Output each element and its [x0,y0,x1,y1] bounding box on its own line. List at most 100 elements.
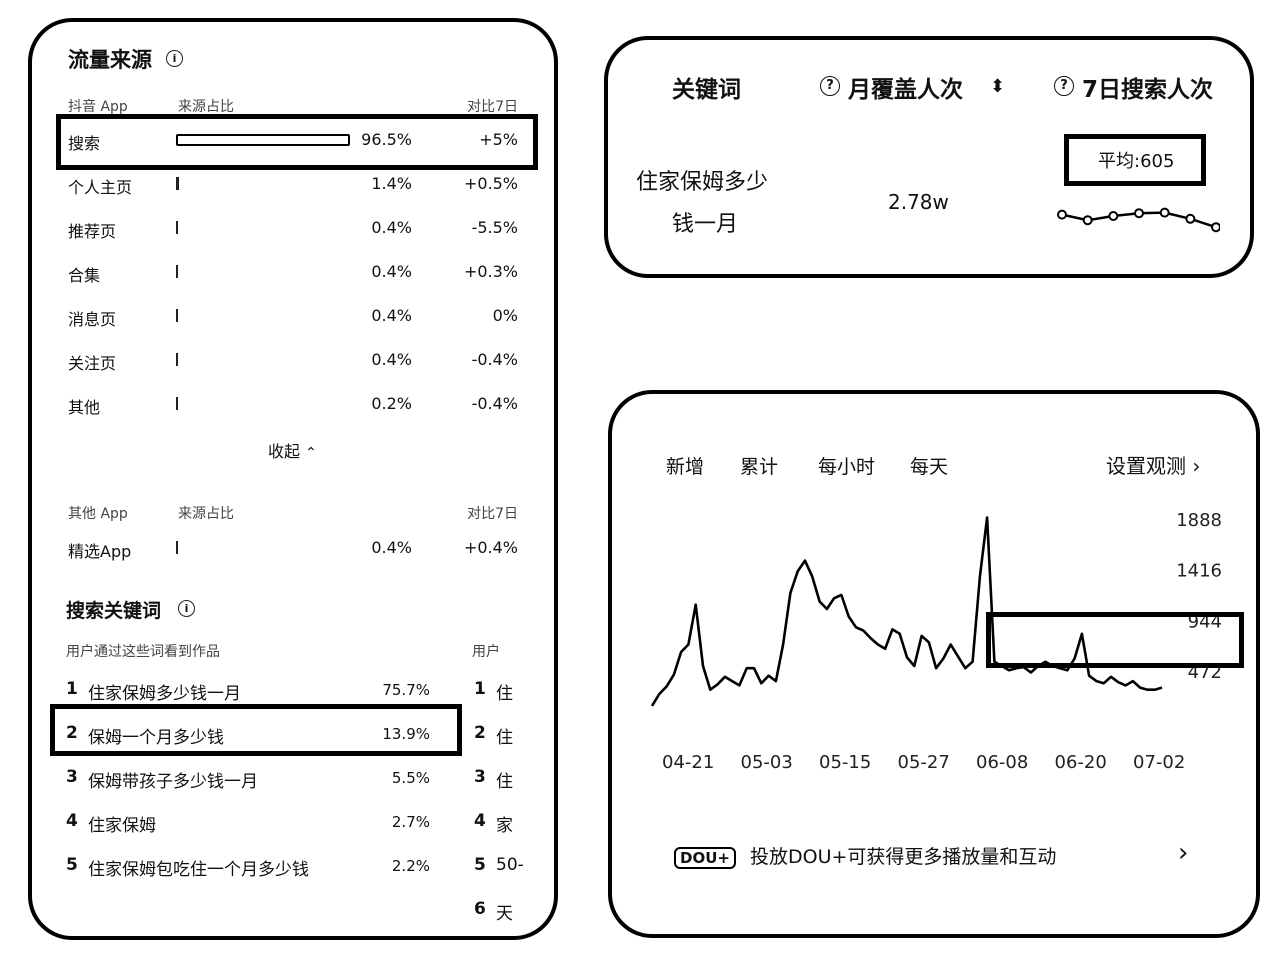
monthly-column-header[interactable]: 月覆盖人次 [848,77,963,103]
share-bar [176,541,178,554]
keyword-text: 家 [496,816,513,836]
other-app-header-share: 来源占比 [178,506,234,522]
x-tick-label: 05-15 [819,752,871,773]
share-bar [176,353,178,366]
collapse-label: 收起 [268,442,301,461]
traffic-row-share: 0.4% [371,262,412,281]
avg-highlight-box [1064,134,1206,186]
keyword-text: 住 [496,772,513,792]
keyword-share: 5.5% [391,769,430,787]
keyword-text: 保姆带孩子多少钱一月 [88,772,258,792]
share-bar [176,265,178,278]
traffic-row-share: 0.2% [371,394,412,413]
highlight-box [50,704,462,756]
sparkline-point [1082,215,1093,226]
tab-cumulative[interactable]: 累计 [740,456,779,478]
x-tick-label: 05-27 [898,752,950,773]
tab-hourly[interactable]: 每小时 [818,456,876,478]
keyword-text: 天 [496,904,513,924]
traffic-source-title: 流量来源 [68,48,152,72]
keyword-rank: 1 [474,679,486,699]
traffic-row-share: 0.4% [371,350,412,369]
keyword-row[interactable]: 5 住家保姆包吃住一个月多少钱 2.2% [66,855,430,880]
keyword-row[interactable]: 2 保姆一个月多少钱 13.9% [66,723,430,748]
avg-label: 平均:605 [1098,151,1175,172]
keyword-text: 住 [496,728,513,748]
other-row-label: 精选App [68,542,132,561]
keyword-row[interactable]: 3 保姆带孩子多少钱一月 5.5% [66,767,430,792]
weekly-sparkline [1057,207,1220,233]
keyword-rank: 6 [474,899,486,919]
keyword-text: 住家保姆 [88,816,156,836]
x-tick-label: 06-08 [976,752,1028,773]
tab-daily[interactable]: 每天 [910,456,949,478]
info-icon[interactable]: i [166,50,183,67]
traffic-row-label: 推荐页 [68,222,117,241]
traffic-row-change: -0.4% [471,394,518,413]
traffic-row-change: +0.5% [463,174,518,193]
traffic-row-change: +0.3% [463,262,518,281]
traffic-row-change: -5.5% [471,218,518,237]
search-keywords-subtitle: 用户通过这些词看到作品 [66,644,220,660]
collapse-button[interactable]: 收起 ⌃ [268,438,317,462]
keyword-rank: 2 [474,723,486,743]
app-header-share: 来源占比 [178,99,234,115]
other-row-change: +0.4% [463,538,518,557]
traffic-row-share: 1.4% [371,174,412,193]
keyword-rank: 4 [66,811,78,831]
keyword-line-1: 住家保姆多少 [636,170,769,195]
app-header-change: 对比7日 [467,99,518,115]
other-app-header-change: 对比7日 [467,506,518,522]
traffic-row-share: 0.4% [371,306,412,325]
x-tick-label: 06-20 [1055,752,1107,773]
keyword-row[interactable]: 4 住家保姆 2.7% [66,811,430,836]
y-tick-label: 1416 [1176,561,1222,582]
help-icon[interactable]: ? [1054,76,1074,96]
chevron-right-icon: › [1192,454,1201,478]
promo-banner[interactable]: DOU+ 投放DOU+可获得更多播放量和互动 [674,842,1056,869]
x-tick-label: 07-02 [1133,752,1185,773]
keyword-text: 住家保姆多少钱一月 [88,684,241,704]
monthly-value: 2.78w [888,190,949,214]
keyword-rank: 3 [66,767,78,787]
keyword-rank: 1 [66,679,78,699]
info-icon[interactable]: i [178,600,195,617]
keyword-share: 2.7% [391,813,430,831]
keyword-rank: 3 [474,767,486,787]
traffic-row-label: 搜索 [68,134,101,153]
keyword-share: 75.7% [382,681,430,699]
keyword-text: 保姆一个月多少钱 [88,728,224,748]
traffic-row-share: 96.5% [361,130,412,149]
keyword-row[interactable]: 1 住家保姆多少钱一月 75.7% [66,679,430,704]
traffic-row-change: +5% [479,130,518,149]
sort-icon[interactable]: ⬍ [990,76,1006,97]
app-header-source: 抖音 App [68,99,128,115]
sparkline-point [1211,222,1220,233]
share-bar [176,134,350,146]
keyword-rank: 2 [66,723,78,743]
keyword-rank: 5 [66,855,78,875]
highlight-box [986,612,1244,668]
traffic-row-label: 个人主页 [68,178,133,197]
keyword-column-header: 关键词 [672,77,741,103]
chevron-right-icon[interactable]: › [1178,838,1189,868]
keyword-line-2: 钱一月 [672,212,739,237]
keyword-text: 住 [496,684,513,704]
keyword-share: 2.2% [391,857,430,875]
keyword-rank: 5 [474,855,486,875]
traffic-row-change: 0% [492,306,518,325]
weekly-column-header[interactable]: 7日搜索人次 [1082,77,1214,103]
settings-link[interactable]: 设置观测 › [1106,450,1200,479]
chevron-up-icon: ⌃ [305,445,317,461]
traffic-row-label: 其他 [68,398,101,417]
traffic-row-change: -0.4% [471,350,518,369]
tab-new[interactable]: 新增 [666,456,705,478]
help-icon[interactable]: ? [820,76,840,96]
settings-label: 设置观测 [1106,454,1186,478]
keyword-rank: 4 [474,811,486,831]
x-tick-label: 05-03 [741,752,793,773]
search-keywords-title: 搜索关键词 [66,600,162,622]
sparkline-point [1108,211,1119,221]
share-bar [176,309,178,322]
sparkline-point [1159,207,1170,218]
